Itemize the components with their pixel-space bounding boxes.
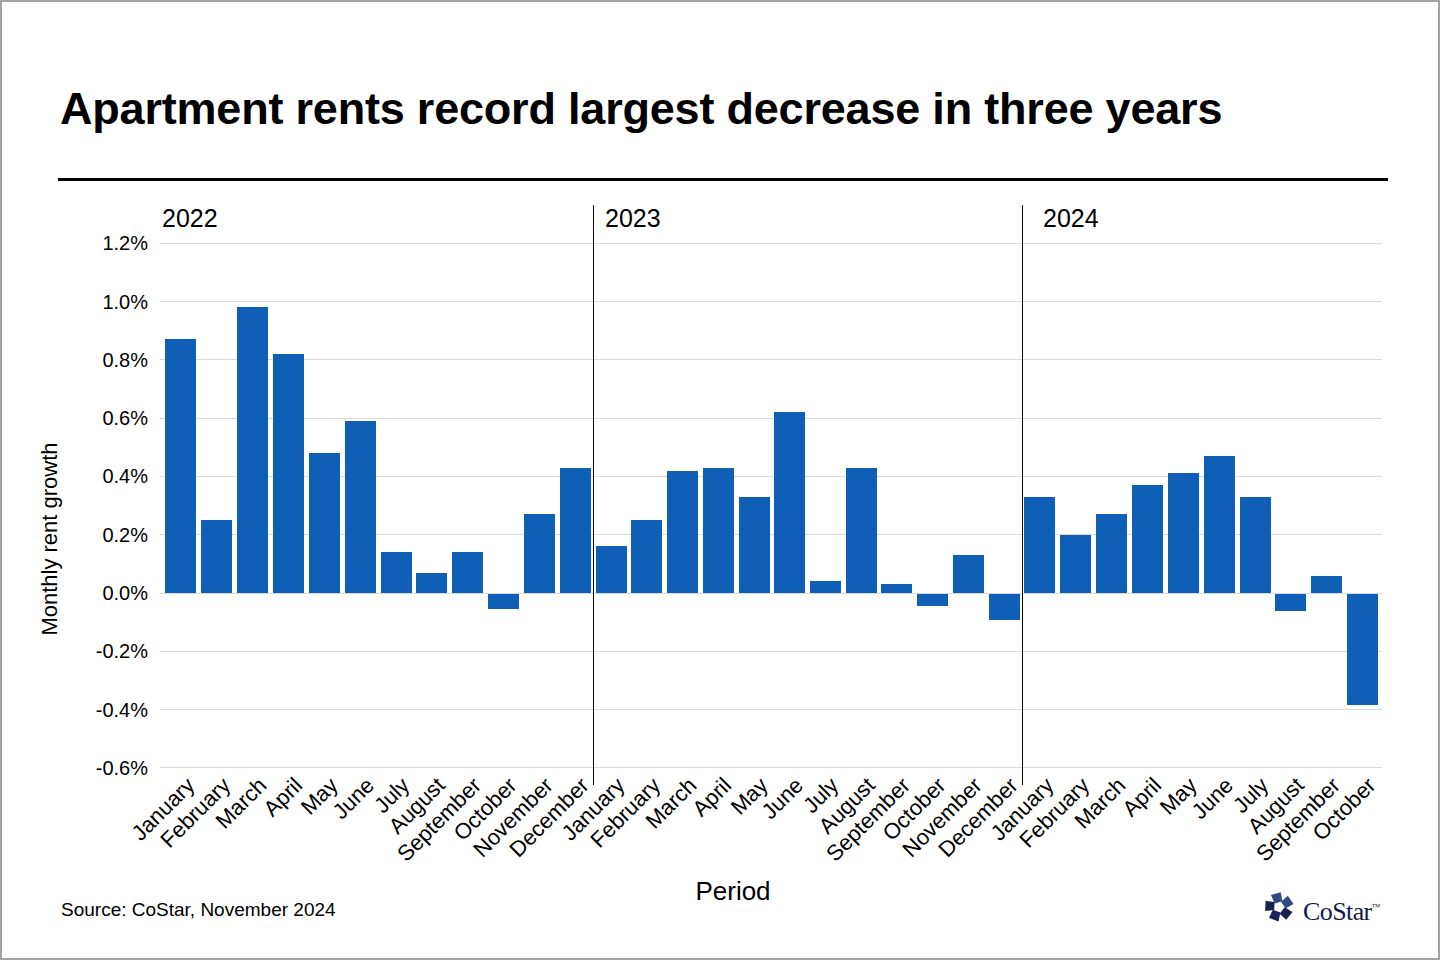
year-label: 2023	[605, 206, 661, 231]
bar	[917, 594, 948, 606]
bar	[1132, 485, 1163, 593]
y-tick-label: -0.4%	[42, 700, 148, 721]
bar	[273, 354, 304, 593]
y-tick-label: -0.2%	[42, 641, 148, 662]
bar	[810, 581, 841, 593]
bar	[381, 552, 412, 593]
gridline	[160, 243, 1382, 244]
slide: Apartment rents record largest decrease …	[0, 0, 1440, 960]
source-note: Source: CoStar, November 2024	[61, 899, 336, 921]
costar-logo: CoStar™	[1263, 891, 1380, 928]
y-tick-label: 0.2%	[42, 525, 148, 546]
y-tick-label: 0.8%	[42, 350, 148, 371]
bar	[345, 421, 376, 593]
y-tick-label: 1.0%	[42, 292, 148, 313]
gridline	[160, 301, 1382, 302]
bar	[774, 412, 805, 593]
gridline	[160, 651, 1382, 652]
bar	[881, 584, 912, 593]
costar-pinwheel-icon	[1263, 891, 1295, 923]
y-tick-label: 0.6%	[42, 408, 148, 429]
gridline	[160, 418, 1382, 419]
bar	[165, 339, 196, 593]
bar	[1096, 514, 1127, 593]
bar	[667, 471, 698, 593]
title-divider	[58, 178, 1388, 181]
year-label: 2022	[162, 206, 218, 231]
bar	[1204, 456, 1235, 593]
bar	[739, 497, 770, 593]
bar	[1240, 497, 1271, 593]
y-tick-label: 1.2%	[42, 233, 148, 254]
bar	[452, 552, 483, 593]
bar	[1060, 535, 1091, 593]
bar	[631, 520, 662, 593]
x-axis-title: Period	[633, 876, 833, 907]
chart-title: Apartment rents record largest decrease …	[60, 86, 1222, 131]
y-tick-label: -0.6%	[42, 758, 148, 779]
bar	[846, 468, 877, 593]
year-label: 2024	[1043, 206, 1099, 231]
bar	[309, 453, 340, 593]
bar	[488, 594, 519, 609]
bar	[1275, 594, 1306, 611]
y-tick-label: 0.0%	[42, 583, 148, 604]
bar	[989, 594, 1020, 620]
bar	[1347, 594, 1378, 705]
bar	[237, 307, 268, 593]
bar	[1024, 497, 1055, 593]
bar	[1168, 473, 1199, 593]
year-separator-line	[593, 205, 594, 785]
trademark-symbol: ™	[1372, 902, 1381, 912]
bar	[201, 520, 232, 593]
bar	[416, 573, 447, 593]
bar	[596, 546, 627, 593]
year-separator-line	[1022, 205, 1023, 785]
gridline	[160, 359, 1382, 360]
bar	[703, 468, 734, 593]
bar	[1311, 576, 1342, 593]
gridline	[160, 709, 1382, 710]
y-tick-label: 0.4%	[42, 466, 148, 487]
bar	[953, 555, 984, 593]
bar	[524, 514, 555, 593]
gridline	[160, 767, 1382, 768]
bar	[560, 468, 591, 593]
costar-logo-text: CoStar™	[1303, 891, 1380, 928]
